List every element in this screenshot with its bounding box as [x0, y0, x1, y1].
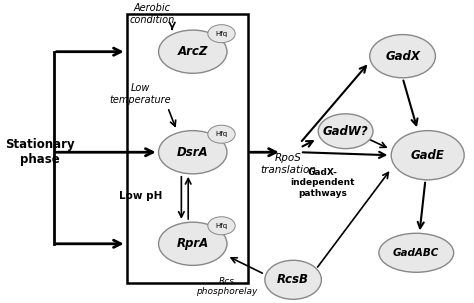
Text: GadE: GadE	[411, 149, 445, 162]
Text: Rcs
phosphorelay: Rcs phosphorelay	[196, 277, 258, 296]
Text: RpoS
translation: RpoS translation	[261, 153, 317, 175]
Text: Hfq: Hfq	[216, 223, 228, 229]
Text: RcsB: RcsB	[277, 273, 309, 286]
Text: GadX-
independent
pathways: GadX- independent pathways	[291, 168, 355, 198]
Ellipse shape	[208, 25, 235, 43]
Text: Low
temperature: Low temperature	[109, 83, 171, 105]
Text: DsrA: DsrA	[177, 146, 209, 159]
Bar	[127, 14, 247, 283]
Text: ArcZ: ArcZ	[178, 45, 208, 58]
Ellipse shape	[370, 35, 436, 78]
Text: GadABC: GadABC	[393, 248, 439, 258]
Ellipse shape	[208, 125, 235, 143]
Text: Aerobic
condition: Aerobic condition	[129, 3, 174, 25]
Ellipse shape	[318, 114, 373, 149]
Ellipse shape	[379, 233, 454, 272]
Text: Low pH: Low pH	[118, 191, 162, 201]
Ellipse shape	[158, 222, 227, 265]
Text: Stationary
phase: Stationary phase	[5, 138, 75, 166]
Ellipse shape	[391, 131, 464, 180]
Text: Hfq: Hfq	[216, 131, 228, 137]
Text: Hfq: Hfq	[216, 31, 228, 37]
Text: RprA: RprA	[177, 237, 209, 250]
Text: GadW?: GadW?	[323, 125, 368, 138]
Ellipse shape	[208, 217, 235, 235]
Ellipse shape	[265, 260, 321, 299]
Ellipse shape	[158, 131, 227, 174]
Text: GadX: GadX	[385, 50, 420, 63]
Ellipse shape	[158, 30, 227, 73]
